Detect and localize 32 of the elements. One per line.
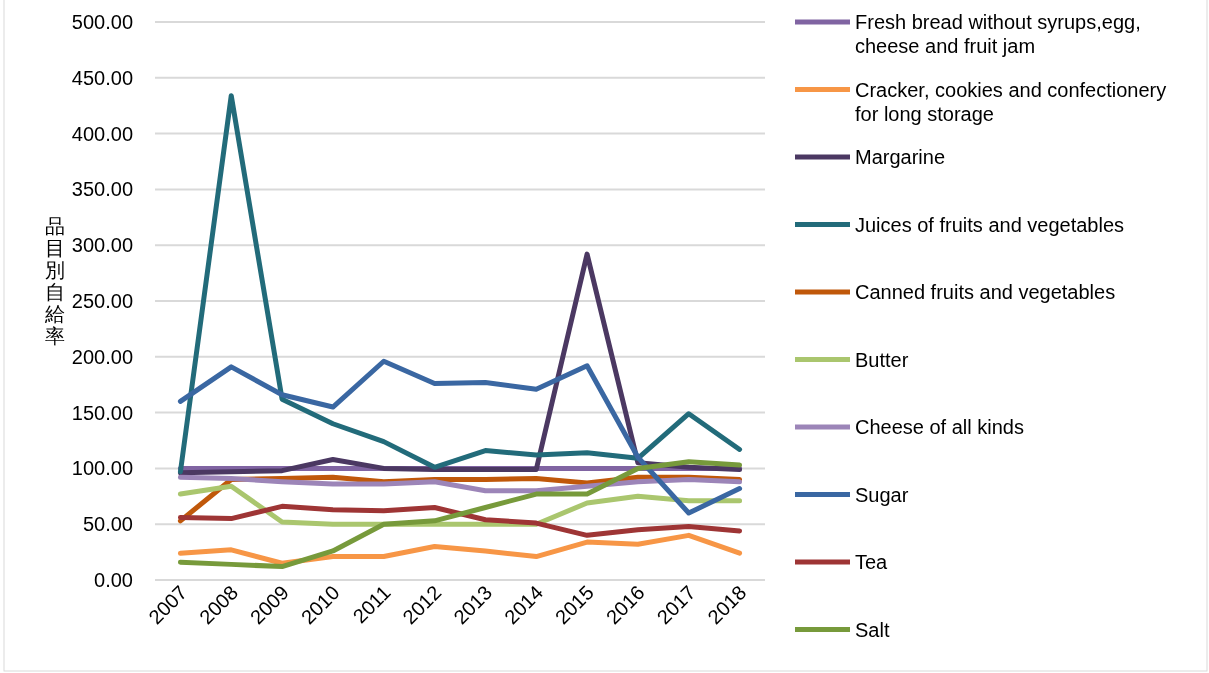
legend-item: Tea [795, 551, 888, 573]
legend-label: Fresh bread without syrups,egg, cheese and fruit jam [855, 11, 1141, 57]
y-tick-label: 350.00 [71, 178, 133, 201]
legend-item: Cheese of all kinds [795, 416, 1024, 438]
legend-label: Butter [855, 348, 909, 371]
legend-item: Cracker, cookies and confectionery for long storage [795, 78, 1167, 125]
y-tick-label: 50.00 [82, 513, 133, 536]
y-tick-label: 100.00 [71, 457, 133, 480]
legend-item: Sugar [795, 483, 909, 506]
y-tick-label: 450.00 [71, 66, 133, 89]
legend-label: Juices of fruits and vegetables [855, 213, 1125, 236]
legend-item: Margarine [795, 146, 946, 168]
legend-item: Canned fruits and vegetables [795, 281, 1116, 303]
legend-label: Canned fruits and vegetables [855, 281, 1116, 303]
legend-label: Cracker, cookies and confectionery for long storage [855, 78, 1167, 125]
y-tick-label: 400.00 [71, 122, 133, 145]
y-tick-label: 0.00 [94, 569, 133, 591]
legend-label: Margarine [855, 146, 946, 168]
y-tick-label: 150.00 [71, 401, 133, 424]
legend-label: Cheese of all kinds [855, 416, 1024, 438]
legend-label: Salt [855, 618, 890, 641]
legend-item: Butter [795, 348, 909, 371]
legend-label: Sugar [855, 483, 909, 506]
legend-item: Fresh bread without syrups,egg, cheese and fruit jam [795, 11, 1141, 57]
y-tick-label: 250.00 [71, 290, 133, 312]
y-tick-label: 200.00 [71, 345, 133, 368]
legend-item: Juices of fruits and vegetables [795, 213, 1125, 236]
legend-label: Tea [855, 551, 889, 573]
legend-item: Salt [795, 618, 890, 641]
y-tick-label: 300.00 [71, 234, 133, 257]
y-tick-label: 500.00 [71, 11, 133, 33]
y-axis-title: 品目別自給率 [44, 215, 65, 347]
